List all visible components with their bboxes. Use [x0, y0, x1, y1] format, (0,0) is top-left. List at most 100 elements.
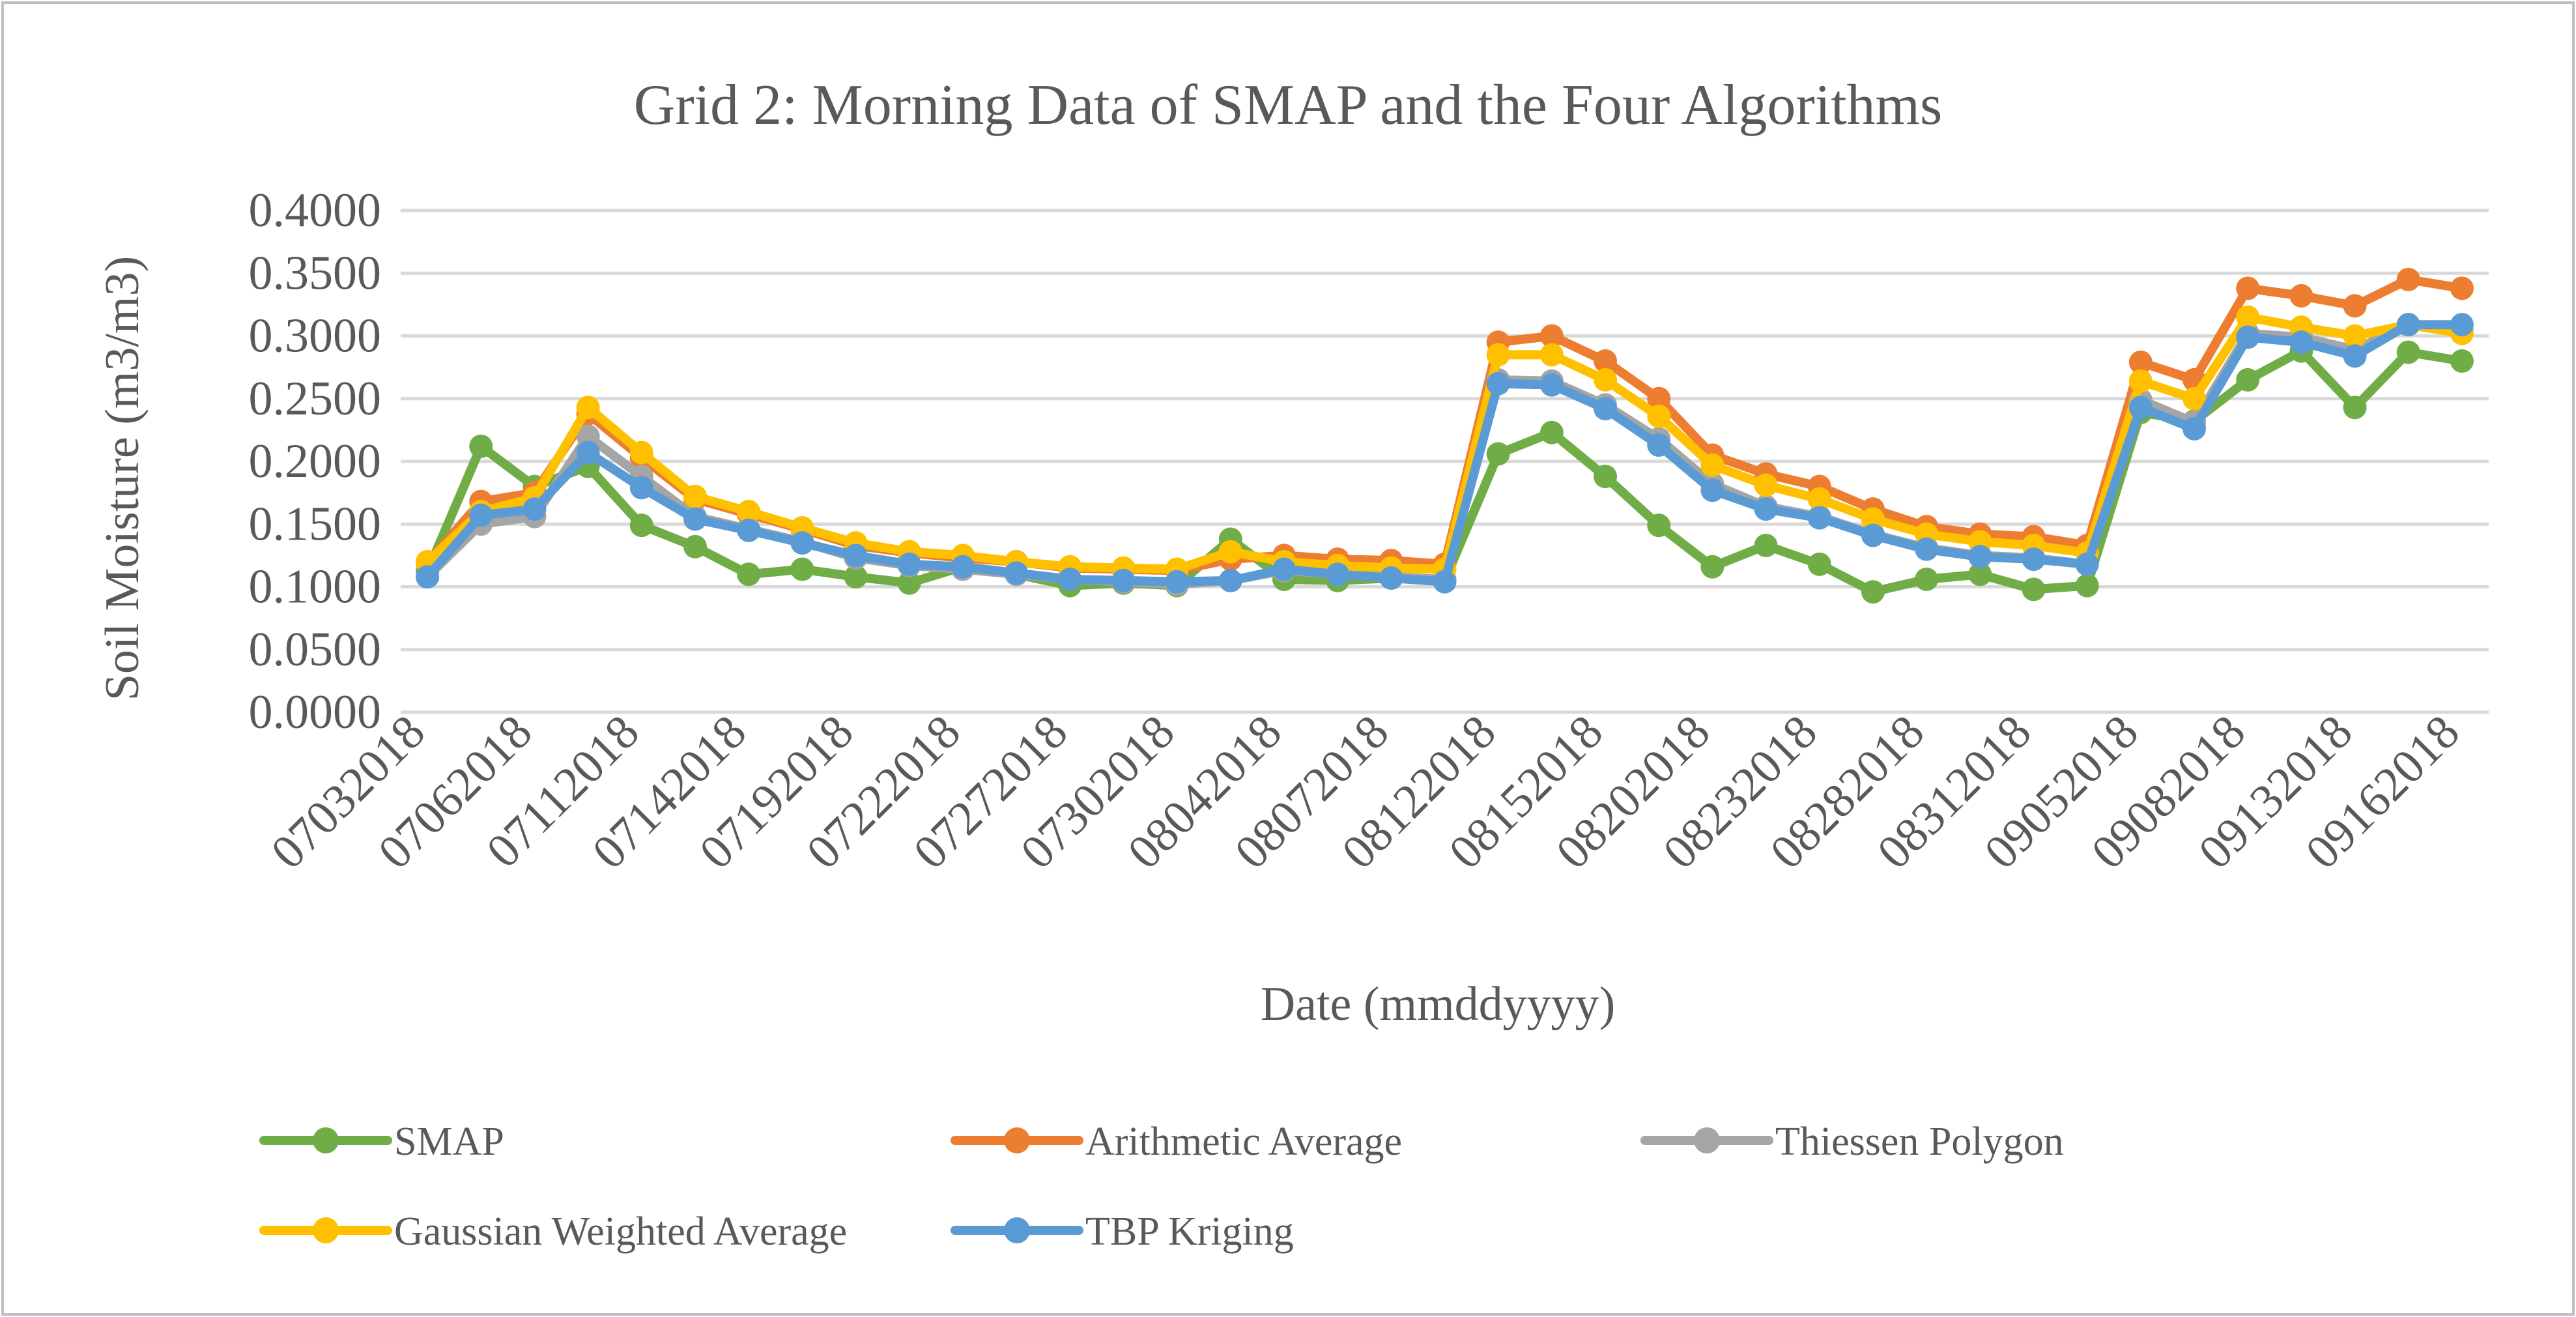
data-point	[1594, 368, 1618, 392]
data-point	[1754, 497, 1778, 521]
y-tick-label: 0.2500	[249, 372, 382, 426]
data-point	[897, 552, 921, 576]
data-point	[1647, 514, 1671, 538]
data-point	[629, 476, 653, 500]
data-point	[2450, 313, 2474, 337]
data-point	[1700, 555, 1724, 579]
y-tick-label: 0.3500	[249, 246, 382, 300]
data-point	[2128, 369, 2153, 393]
legend-label: TBP Kriging	[1085, 1209, 1294, 1254]
data-point	[469, 503, 493, 527]
data-point	[683, 507, 707, 531]
y-tick-label: 0.3000	[249, 310, 382, 363]
data-point	[2022, 547, 2046, 572]
data-point	[576, 441, 600, 465]
data-point	[1539, 324, 1564, 348]
data-point	[683, 534, 707, 558]
data-point	[1861, 523, 1885, 547]
data-point	[1326, 562, 1350, 586]
legend-marker	[313, 1217, 339, 1243]
data-point	[2075, 573, 2099, 598]
data-point	[1433, 570, 1457, 594]
legend-label: Arithmetic Average	[1085, 1120, 1402, 1164]
data-point	[1754, 533, 1778, 557]
data-point	[1861, 580, 1885, 604]
y-tick-label: 0.4000	[249, 184, 382, 237]
data-point	[2343, 396, 2367, 420]
data-point	[576, 424, 600, 448]
data-point	[1486, 442, 1510, 466]
data-point	[897, 571, 921, 595]
data-point	[2182, 386, 2207, 411]
data-point	[2450, 349, 2474, 373]
data-point	[1700, 478, 1724, 502]
data-point	[2396, 313, 2420, 337]
data-point	[2343, 324, 2367, 348]
data-point	[1968, 562, 1992, 586]
legend-item: Gaussian Weighted Average	[259, 1209, 847, 1254]
legend-item: SMAP	[259, 1120, 504, 1164]
data-point	[2289, 330, 2313, 355]
data-point	[2075, 552, 2099, 576]
data-point	[1700, 453, 1724, 477]
data-point	[844, 565, 868, 589]
data-point	[1594, 397, 1618, 421]
data-point	[576, 396, 600, 420]
data-point	[790, 531, 814, 555]
data-point	[1807, 487, 1831, 511]
data-point	[1647, 404, 1671, 428]
data-point	[2289, 283, 2313, 308]
data-point	[1807, 552, 1831, 576]
y-tick-label: 0.0500	[249, 623, 382, 676]
y-tick-label: 0.1000	[249, 560, 382, 614]
data-point	[2343, 344, 2367, 368]
data-point	[2396, 340, 2420, 364]
data-point	[2128, 396, 2153, 420]
data-point	[737, 518, 761, 542]
legend: SMAP Arithmetic Average Thiessen Polygon Ga…	[259, 1120, 2064, 1254]
data-point	[2450, 276, 2474, 300]
data-point	[1861, 507, 1885, 531]
data-point	[1486, 371, 1510, 396]
y-axis-title: Soil Moisture (m3/m3)	[96, 256, 149, 701]
data-point	[2182, 416, 2207, 441]
data-point	[2396, 267, 2420, 291]
data-point	[522, 497, 547, 521]
data-point	[2022, 577, 2046, 601]
data-point	[1379, 566, 1403, 590]
data-point	[1539, 343, 1564, 367]
data-point	[1272, 557, 1296, 581]
x-axis-title: Date (mmddyyyy)	[1261, 977, 1616, 1031]
data-point	[1005, 561, 1029, 585]
data-point	[1915, 537, 1939, 561]
data-point	[790, 557, 814, 581]
data-point	[1165, 570, 1189, 594]
data-point	[683, 484, 707, 508]
data-point	[2343, 294, 2367, 318]
legend-marker	[1004, 1217, 1030, 1243]
data-point	[2128, 350, 2153, 374]
data-point	[2236, 305, 2260, 329]
y-tick-label: 0.0000	[249, 686, 382, 739]
y-tick-label: 0.2000	[249, 435, 382, 488]
legend-label: Thiessen Polygon	[1775, 1120, 2064, 1164]
data-point	[1218, 568, 1242, 592]
data-point	[1647, 386, 1671, 411]
data-point	[844, 543, 868, 568]
y-tick-label: 0.1500	[249, 497, 382, 551]
data-point	[1807, 506, 1831, 530]
data-point	[951, 555, 975, 579]
data-point	[2236, 325, 2260, 349]
data-point	[737, 562, 761, 586]
y-axis-ticks: 0.0000 0.0500 0.1000 0.1500 0.2000 0.2500 0.30…	[249, 184, 382, 739]
legend-item: Thiessen Polygon	[1640, 1120, 2064, 1164]
data-point	[2236, 368, 2260, 392]
data-point	[416, 565, 440, 589]
data-point	[1754, 473, 1778, 497]
data-point	[1647, 433, 1671, 457]
legend-label: Gaussian Weighted Average	[394, 1209, 847, 1254]
legend-label: SMAP	[394, 1120, 504, 1164]
series-layer	[416, 267, 2474, 604]
data-point	[469, 434, 493, 458]
